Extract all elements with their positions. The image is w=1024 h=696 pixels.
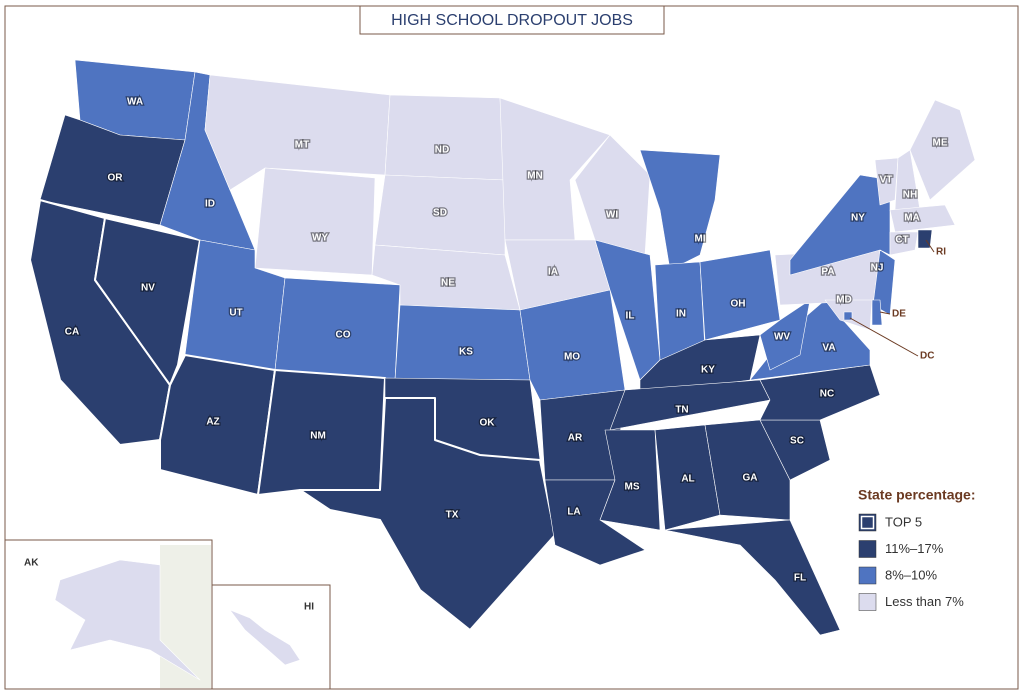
state-label: WV — [774, 332, 790, 343]
state — [499, 97, 611, 241]
state — [699, 249, 781, 341]
state — [639, 149, 721, 271]
state-label: GA — [743, 473, 758, 484]
state-label: VT — [880, 175, 893, 186]
state-label: MT — [295, 140, 309, 151]
state-label: MS — [625, 482, 640, 493]
state-label: LA — [567, 507, 580, 518]
state — [229, 609, 301, 666]
state-label: IL — [626, 311, 635, 322]
title-box — [359, 5, 665, 35]
state — [874, 157, 899, 206]
state-label: NJ — [871, 263, 884, 274]
legend-swatch — [858, 513, 877, 532]
state-label: OH — [731, 299, 746, 310]
state-label: AK — [24, 558, 39, 569]
title: HIGH SCHOOL DROPOUT JOBS — [391, 12, 633, 29]
state — [759, 299, 811, 371]
state-label: MI — [694, 234, 705, 245]
legend-label: Less than 7% — [885, 594, 964, 609]
state-label: WY — [312, 233, 328, 244]
state-label: AR — [568, 433, 583, 444]
legend-label: TOP 5 — [885, 514, 922, 529]
state-label: OR — [108, 173, 124, 184]
state-label: CT — [895, 235, 908, 246]
state-label: MO — [564, 352, 580, 363]
state-label: PA — [821, 267, 834, 278]
legend-label: 8%–10% — [885, 567, 937, 582]
legend-swatch — [858, 593, 877, 611]
state-label: MA — [904, 213, 920, 224]
state-label: OK — [480, 418, 496, 429]
state-label: IA — [548, 267, 558, 278]
state-label: NC — [820, 389, 834, 400]
state-label: WI — [606, 210, 618, 221]
state — [889, 231, 919, 256]
state — [872, 249, 896, 316]
state-label: SC — [790, 436, 804, 447]
state — [909, 99, 976, 201]
state — [384, 94, 506, 181]
state-label: CO — [336, 330, 351, 341]
state-label: ND — [435, 145, 449, 156]
leader-line — [879, 311, 891, 315]
leader-line — [925, 239, 935, 253]
state-label: DE — [892, 309, 906, 320]
state-label: NH — [903, 190, 917, 201]
inset-frames — [5, 539, 331, 689]
legend: State percentage: TOP 5 11%–17% 8%–10% Less … — [858, 487, 975, 611]
state-label: ID — [205, 199, 215, 210]
legend-outline — [860, 515, 875, 530]
state-label: MD — [836, 295, 852, 306]
state — [394, 304, 531, 381]
state-label: SD — [433, 208, 447, 219]
state — [254, 167, 376, 276]
state-label: TX — [446, 510, 459, 521]
state — [889, 204, 956, 233]
state — [54, 559, 201, 681]
state-label: TN — [675, 405, 688, 416]
state-label: KS — [459, 347, 473, 358]
state-label: MN — [527, 171, 543, 182]
state-label: NY — [851, 213, 865, 224]
state-label: ME — [933, 138, 948, 149]
state — [574, 134, 651, 256]
state-label: WA — [127, 97, 143, 108]
legend-label: 11%–17% — [885, 541, 944, 556]
state-label: AZ — [206, 417, 219, 428]
state — [599, 429, 661, 531]
state-label: VA — [822, 343, 835, 354]
state-label: NM — [310, 431, 326, 442]
state-label: CA — [65, 327, 79, 338]
state-label: IN — [676, 309, 686, 320]
state-label: KY — [701, 365, 715, 376]
state-label: UT — [229, 308, 242, 319]
legend-swatch — [858, 540, 877, 558]
legend-swatch — [858, 566, 877, 585]
state-label: HI — [304, 602, 314, 613]
state — [299, 397, 556, 631]
states: WA OR CA NV ID MT WY UT CO AZ NM ND SD NE KS OK TX MN IA MO… — [24, 59, 976, 681]
state-label: NV — [141, 283, 155, 294]
state — [704, 419, 791, 521]
state — [664, 519, 841, 636]
state-label: FL — [794, 573, 806, 584]
canada-area — [160, 545, 211, 688]
legend-title: State percentage: — [858, 487, 975, 503]
state-label: AL — [681, 474, 694, 485]
leader-line — [849, 317, 919, 357]
state — [519, 289, 626, 401]
state — [871, 299, 883, 326]
state-label: RI — [936, 247, 946, 258]
state-label: DC — [920, 351, 934, 362]
state-label: NE — [441, 278, 455, 289]
